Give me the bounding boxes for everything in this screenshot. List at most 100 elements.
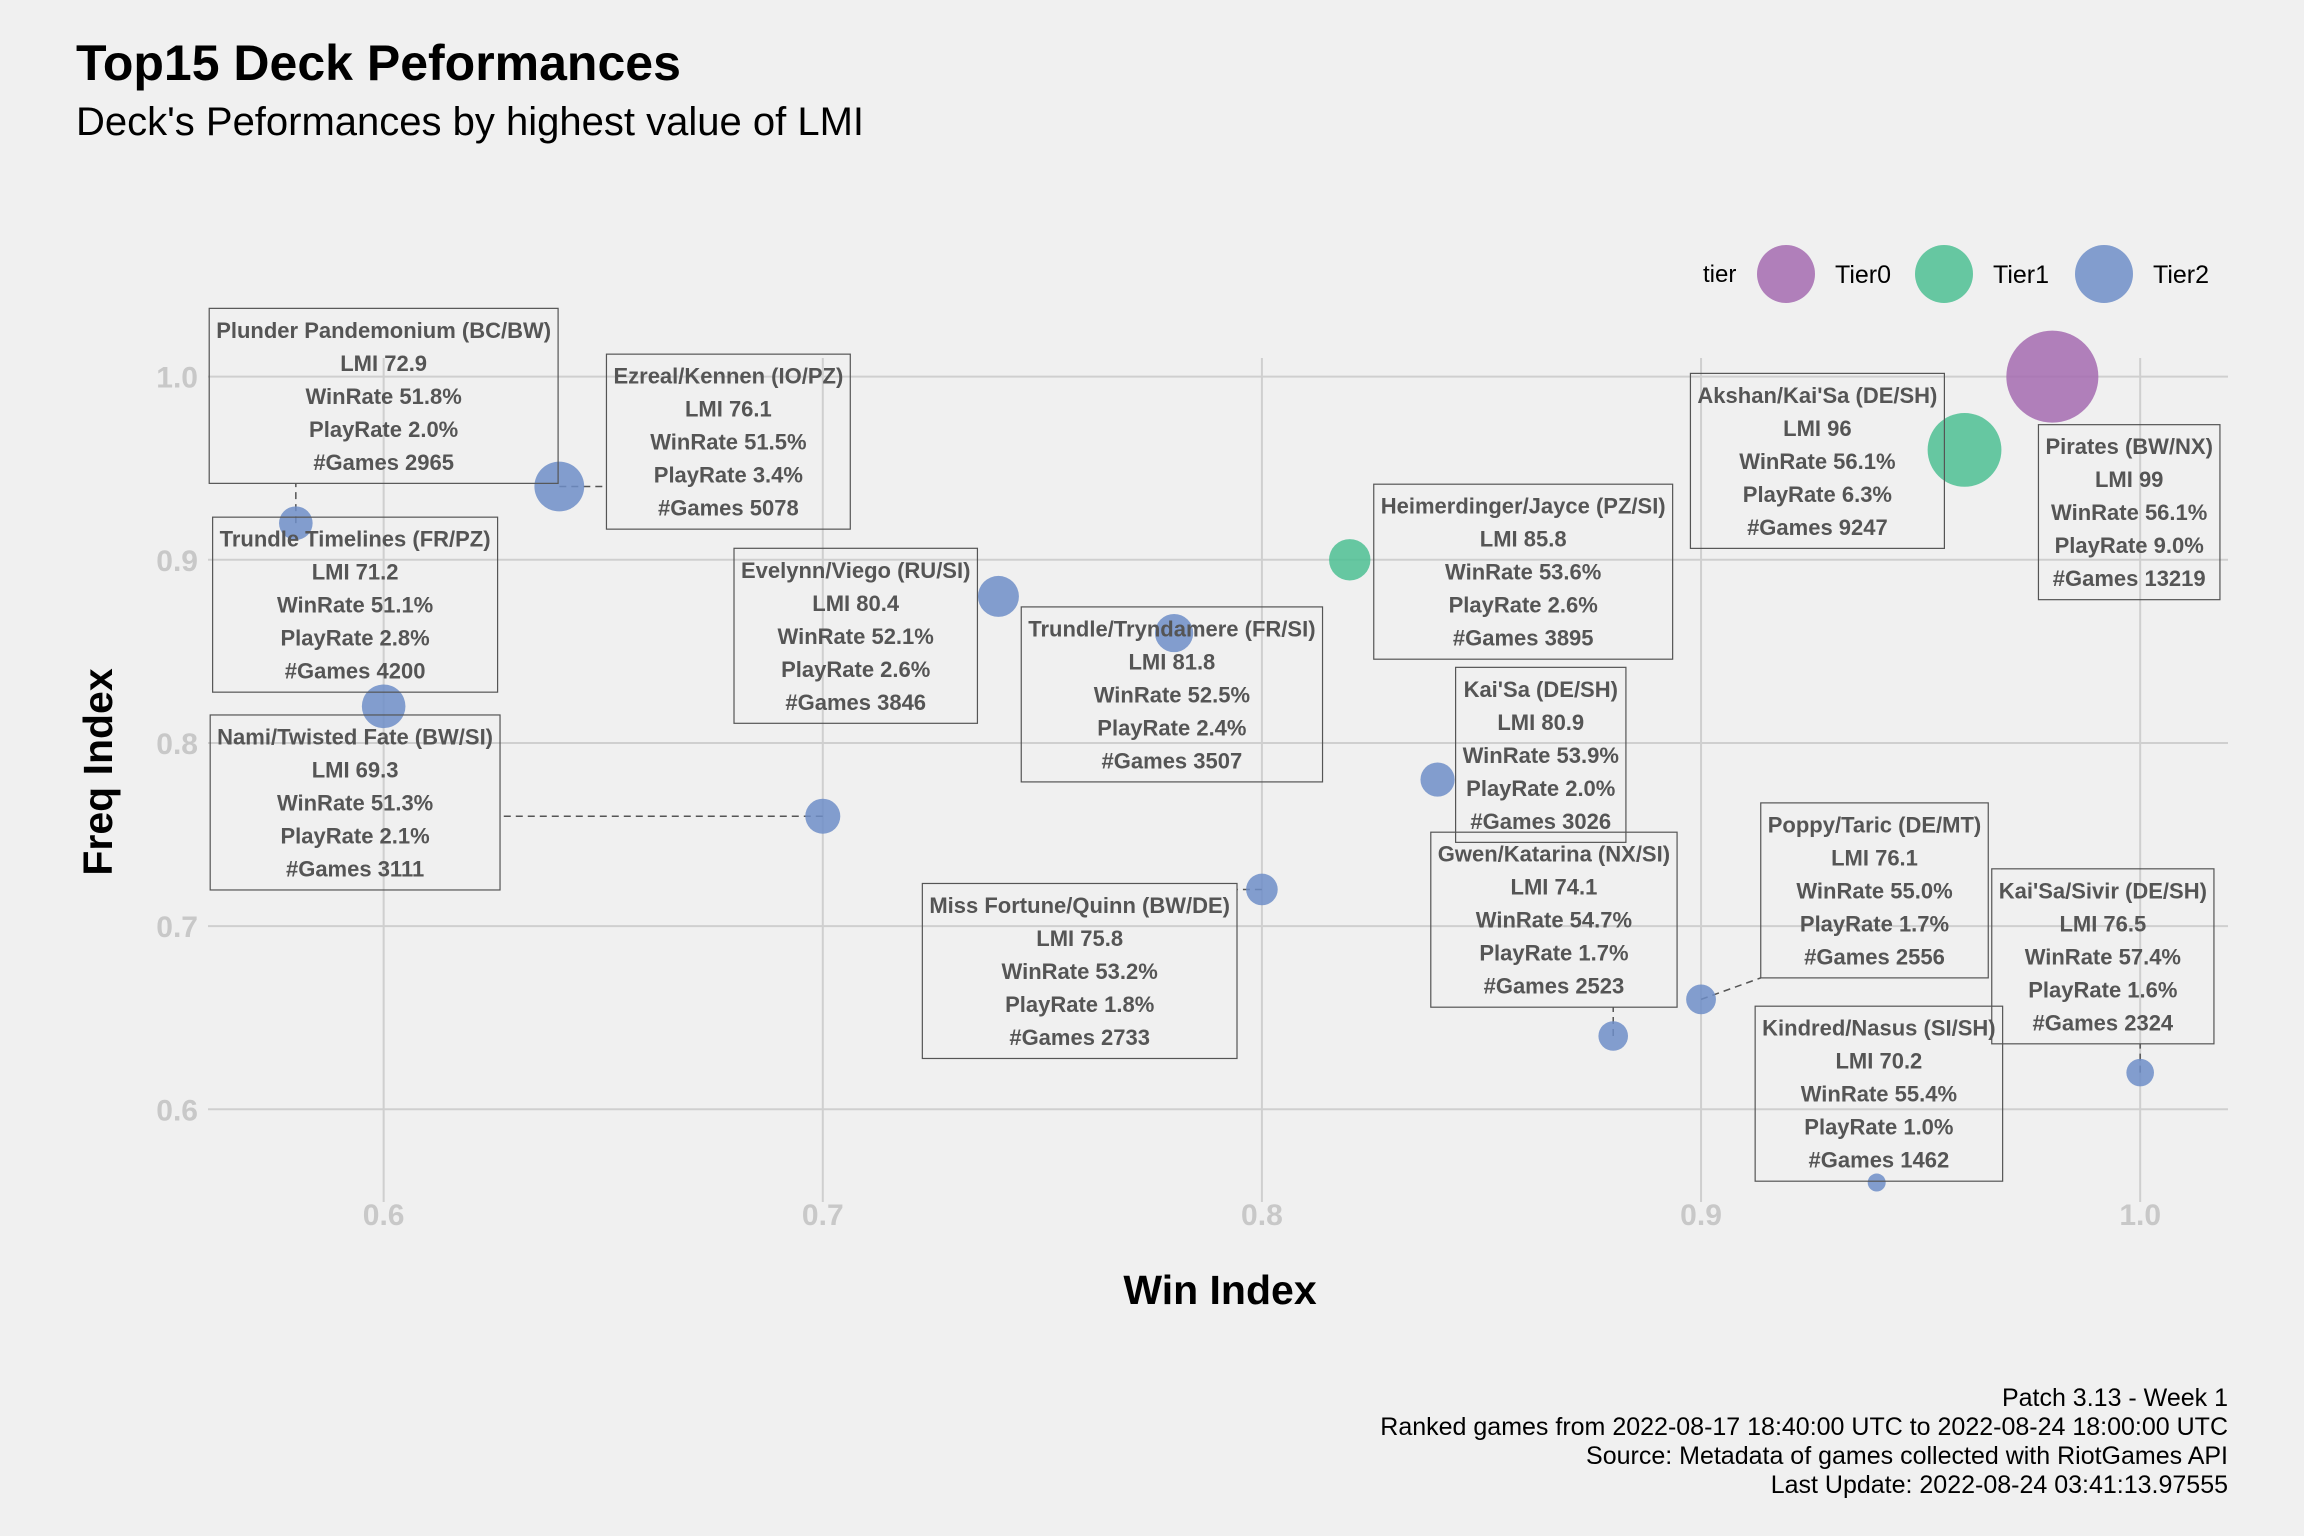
data-label-text: #Games 2324	[2033, 1010, 2174, 1035]
caption-source: Source: Metadata of games collected with…	[1586, 1442, 2228, 1470]
data-label-text: WinRate 56.1%	[1739, 449, 1895, 474]
label-leader-lines	[295, 483, 2141, 1073]
data-label-text: LMI 71.2	[312, 560, 399, 585]
data-point	[2126, 1058, 2154, 1087]
data-label-text: PlayRate 1.6%	[2028, 977, 2177, 1002]
y-tick-label: 1.0	[156, 362, 198, 395]
data-label: Pirates (BW/NX) LMI 99 WinRate 56.1% PlayRa…	[2037, 424, 2221, 601]
legend-swatch	[1915, 245, 1973, 303]
data-label-text: WinRate 51.1%	[277, 593, 433, 618]
data-labels: Pirates (BW/NX) LMI 99 WinRate 56.1% PlayRa…	[208, 307, 2221, 1182]
x-tick-label: 0.8	[1241, 1199, 1283, 1232]
data-label-text: WinRate 53.6%	[1445, 560, 1601, 585]
data-label: Ezreal/Kennen (IO/PZ) LMI 76.1 WinRate 51.…	[605, 353, 851, 530]
data-label-text: Trundle Timelines (FR/PZ)	[220, 527, 491, 552]
data-label-text: Ezreal/Kennen (IO/PZ)	[613, 364, 843, 389]
data-label: Poppy/Taric (DE/MT) LMI 76.1 WinRate 55.0%…	[1760, 802, 1989, 979]
data-label-text: PlayRate 9.0%	[2055, 533, 2204, 558]
data-label-text: LMI 96	[1783, 416, 1851, 441]
legend: tier Tier0 Tier1 Tier2	[1703, 245, 2209, 303]
data-label-text: WinRate 57.4%	[2025, 944, 2181, 969]
data-label-text: PlayRate 1.7%	[1479, 941, 1628, 966]
data-label-text: Kai'Sa/Sivir (DE/SH)	[1999, 878, 2207, 903]
y-tick-label: 0.8	[156, 728, 198, 761]
caption-date-range: Ranked games from 2022-08-17 18:40:00 UT…	[1380, 1413, 2228, 1441]
grid-lines	[208, 358, 2228, 1202]
data-label-box	[208, 307, 559, 484]
data-label-text: Miss Fortune/Quinn (BW/DE)	[929, 893, 1230, 918]
y-tick-label: 0.6	[156, 1094, 198, 1127]
data-label-text: Evelynn/Viego (RU/SI)	[741, 558, 970, 583]
data-point	[1246, 873, 1278, 906]
data-point	[534, 461, 585, 512]
data-label-text: #Games 13219	[2053, 566, 2206, 591]
axes: Win Index Freq Index 0.6 0.7 0.8 0.9 1.0 0.6 0…	[75, 362, 2161, 1313]
data-label-text: LMI 85.8	[1480, 527, 1567, 552]
data-label-box	[1754, 1005, 2004, 1182]
data-label-text: Kindred/Nasus (SI/SH)	[1762, 1016, 1995, 1041]
data-label-text: #Games 2523	[1484, 974, 1625, 999]
data-point	[1329, 539, 1371, 581]
data-label-text: LMI 76.1	[1831, 845, 1918, 870]
data-label-text: WinRate 51.3%	[277, 790, 433, 815]
data-label-text: Plunder Pandemonium (BC/BW)	[216, 318, 551, 343]
data-label-text: PlayRate 6.3%	[1743, 482, 1892, 507]
data-label-text: Kai'Sa (DE/SH)	[1464, 677, 1618, 702]
chart-title: Top15 Deck Peformances	[76, 35, 681, 91]
legend-swatch	[1757, 245, 1815, 303]
data-label-text: LMI 72.9	[340, 351, 427, 376]
data-label-text: PlayRate 2.8%	[281, 626, 430, 651]
data-label-text: #Games 2965	[313, 450, 454, 475]
data-label-text: PlayRate 2.6%	[781, 657, 930, 682]
caption-last-update: Last Update: 2022-08-24 03:41:13.97555	[1770, 1471, 2228, 1499]
data-label: Heimerdinger/Jayce (PZ/SI) LMI 85.8 WinRat…	[1373, 483, 1674, 660]
data-label-text: Gwen/Katarina (NX/SI)	[1438, 842, 1670, 867]
data-label-text: Nami/Twisted Fate (BW/SI)	[217, 724, 493, 749]
data-label: Akshan/Kai'Sa (DE/SH) LMI 96 WinRate 56.1%…	[1689, 372, 1945, 549]
data-point	[361, 684, 406, 729]
data-label-text: LMI 75.8	[1036, 926, 1123, 951]
data-point	[1154, 613, 1194, 653]
data-label-text: #Games 1462	[1809, 1148, 1950, 1173]
data-point	[805, 798, 841, 834]
legend-label: Tier2	[2153, 261, 2209, 289]
data-label-text: PlayRate 1.0%	[1804, 1115, 1953, 1140]
data-point	[977, 575, 1019, 617]
data-label-text: #Games 3507	[1102, 748, 1243, 773]
data-label-text: WinRate 53.9%	[1463, 743, 1619, 768]
x-tick-label: 1.0	[2119, 1199, 2161, 1232]
caption-patch: Patch 3.13 - Week 1	[2001, 1384, 2228, 1412]
data-label-text: Poppy/Taric (DE/MT)	[1768, 812, 1982, 837]
data-point	[2006, 330, 2099, 423]
legend-label: Tier1	[1993, 261, 2049, 289]
data-label: Kai'Sa/Sivir (DE/SH) LMI 76.5 WinRate 57.4…	[1991, 868, 2215, 1045]
data-label-text: WinRate 55.4%	[1801, 1082, 1957, 1107]
data-label-box	[1760, 802, 1989, 979]
data-label-text: PlayRate 2.0%	[309, 417, 458, 442]
data-label-text: WinRate 55.0%	[1796, 878, 1952, 903]
data-point	[279, 506, 313, 540]
data-label-text: LMI 76.1	[685, 397, 772, 422]
data-label: Gwen/Katarina (NX/SI) LMI 74.1 WinRate 54.…	[1430, 831, 1678, 1008]
data-label-text: WinRate 52.1%	[778, 624, 934, 649]
data-label-box	[209, 714, 501, 891]
data-label-box	[1430, 831, 1678, 1008]
data-label-text: WinRate 51.8%	[305, 384, 461, 409]
data-label-text: PlayRate 1.7%	[1800, 911, 1949, 936]
data-label-text: #Games 3026	[1470, 809, 1611, 834]
data-label-box	[605, 353, 851, 530]
x-tick-label: 0.9	[1680, 1199, 1722, 1232]
data-label-text: WinRate 56.1%	[2051, 500, 2207, 525]
data-label-text: #Games 4200	[285, 659, 426, 684]
data-label-text: LMI 80.9	[1497, 710, 1584, 735]
legend-label: Tier0	[1835, 261, 1891, 289]
data-label-text: LMI 80.4	[812, 591, 900, 616]
data-label: Kai'Sa (DE/SH) LMI 80.9 WinRate 53.9% PlayR…	[1455, 666, 1627, 843]
data-label-text: PlayRate 2.0%	[1466, 776, 1615, 801]
data-label: Evelynn/Viego (RU/SI) LMI 80.4 WinRate 52.…	[733, 547, 979, 724]
data-label-text: WinRate 52.5%	[1094, 682, 1250, 707]
y-tick-label: 0.9	[156, 545, 198, 578]
data-label: Plunder Pandemonium (BC/BW) LMI 72.9 WinRa…	[208, 307, 559, 484]
data-label-text: LMI 99	[2095, 467, 2163, 492]
